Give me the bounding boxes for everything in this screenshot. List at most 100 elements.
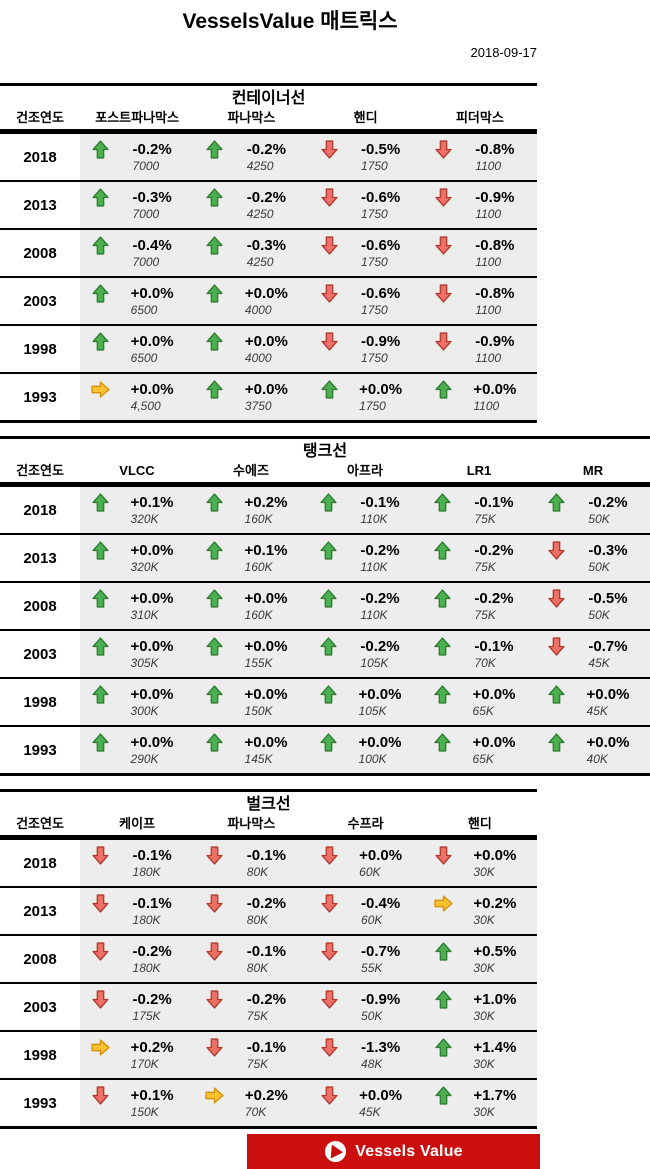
- cell-text: -0.6% 1750: [339, 188, 423, 223]
- vesselsvalue-banner[interactable]: Vessels Value: [247, 1134, 540, 1169]
- change-percent: -0.1%: [360, 493, 400, 511]
- data-cell: +0.2% 160K: [194, 487, 308, 533]
- cell-text: -0.9% 1100: [453, 332, 537, 367]
- row-cells: +0.0% 305K +0.0% 155K -0.2% 105K -0.1% 70K -0.7%…: [80, 631, 650, 677]
- change-percent: +0.0%: [359, 380, 403, 398]
- year-cell: 2008: [0, 936, 80, 982]
- trend-up-icon: [320, 380, 339, 399]
- capacity-value: 75K: [246, 1008, 269, 1023]
- data-cell: -0.2% 7000: [80, 134, 194, 180]
- year-cell: 2018: [0, 134, 80, 180]
- report-date: 2018-09-17: [470, 45, 538, 60]
- change-percent: -0.1%: [246, 1038, 286, 1056]
- year-cell: 1993: [0, 1080, 80, 1126]
- table-row: 2018 +0.1% 320K +0.2% 160K -0.1% 110K -0.1% 75K -…: [0, 485, 650, 533]
- cell-text: -0.2% 110K: [338, 541, 422, 576]
- data-cell: +0.0% 45K: [536, 679, 650, 725]
- trend-up-icon: [433, 589, 452, 608]
- trend-up-icon: [434, 1038, 453, 1057]
- capacity-value: 1750: [361, 302, 388, 317]
- percent-value-group: -0.7% 45K: [588, 637, 627, 671]
- percent-value-group: -0.1% 80K: [247, 846, 286, 880]
- data-cell: -0.9% 1100: [423, 182, 537, 228]
- column-header: 파나막스: [227, 110, 276, 125]
- percent-value-group: +0.2% 70K: [245, 1086, 288, 1120]
- change-percent: -0.8%: [475, 236, 515, 254]
- change-percent: +0.0%: [473, 846, 517, 864]
- percent-value-group: +0.0% 155K: [245, 637, 288, 671]
- capacity-value: 160K: [244, 559, 273, 574]
- percent-value-group: +0.0% 145K: [245, 733, 288, 767]
- trend-down-icon: [434, 332, 453, 351]
- capacity-value: 155K: [244, 655, 273, 670]
- change-percent: -0.9%: [361, 990, 401, 1008]
- percent-value-group: +0.0% 3750: [245, 380, 288, 414]
- percent-value-group: -0.1% 180K: [133, 846, 172, 880]
- cell-text: +0.0% 290K: [110, 733, 194, 768]
- change-percent: +0.0%: [473, 380, 517, 398]
- percent-value-group: -0.1% 75K: [474, 493, 513, 527]
- cell-text: +0.0% 6500: [110, 332, 194, 367]
- change-percent: -0.7%: [588, 637, 628, 655]
- capacity-value: 70K: [244, 1104, 267, 1119]
- data-cell: -0.1% 70K: [422, 631, 536, 677]
- cell-text: +0.0% 6500: [110, 284, 194, 319]
- cell-text: +0.1% 320K: [110, 493, 194, 528]
- capacity-value: 75K: [474, 559, 496, 574]
- cell-text: +0.0% 65K: [452, 733, 536, 768]
- capacity-value: 7000: [132, 254, 160, 269]
- percent-value-group: -0.4% 7000: [133, 236, 172, 270]
- year-cell: 2013: [0, 182, 80, 228]
- cell-text: -0.7% 45K: [566, 637, 650, 672]
- percent-value-group: -0.1% 110K: [360, 493, 399, 527]
- percent-value-group: -0.2% 110K: [360, 589, 399, 623]
- trend-up-icon: [433, 685, 452, 704]
- table-title: 컨테이너선: [231, 90, 306, 107]
- capacity-value: 30K: [473, 864, 495, 879]
- change-percent: -0.1%: [474, 493, 514, 511]
- trend-down-icon: [320, 188, 339, 207]
- cell-text: +0.5% 30K: [453, 942, 537, 977]
- year-cell: 1998: [0, 326, 80, 372]
- data-cell: +0.1% 150K: [80, 1080, 194, 1126]
- capacity-value: 110K: [360, 511, 388, 526]
- column-header: VLCC: [119, 463, 155, 478]
- trend-up-icon: [319, 637, 338, 656]
- cell-text: +0.0% 150K: [224, 685, 308, 720]
- cell-text: -0.9% 1750: [339, 332, 423, 367]
- cell-text: -0.8% 1100: [453, 284, 537, 319]
- cell-text: -0.2% 75K: [452, 589, 536, 624]
- capacity-value: 6500: [130, 350, 158, 365]
- capacity-value: 50K: [588, 559, 610, 574]
- data-cell: +0.0% 290K: [80, 727, 194, 773]
- cell-text: -0.2% 80K: [224, 894, 308, 929]
- year-column-header: 건조연도: [16, 816, 64, 831]
- capacity-value: 110K: [360, 559, 388, 574]
- capacity-value: 290K: [130, 751, 159, 766]
- capacity-value: 1100: [475, 158, 502, 173]
- percent-value-group: -0.2% 80K: [247, 894, 286, 928]
- data-cell: +0.1% 160K: [194, 535, 308, 581]
- trend-down-icon: [91, 894, 110, 913]
- cell-text: +0.2% 70K: [224, 1086, 308, 1121]
- data-cell: +0.5% 30K: [423, 936, 537, 982]
- data-cell: -0.3% 4250: [194, 230, 308, 276]
- year-column-header: 건조연도: [16, 110, 64, 125]
- percent-value-group: +0.2% 160K: [245, 493, 288, 527]
- cell-text: -0.2% 105K: [338, 637, 422, 672]
- capacity-value: 45K: [588, 655, 610, 670]
- data-cell: +1.4% 30K: [423, 1032, 537, 1078]
- change-percent: -0.4%: [132, 236, 172, 254]
- data-cell: -0.2% 4250: [194, 134, 308, 180]
- trend-up-icon: [91, 685, 110, 704]
- cell-text: -0.1% 70K: [452, 637, 536, 672]
- cell-text: -0.5% 50K: [566, 589, 650, 624]
- change-percent: +0.0%: [244, 733, 288, 751]
- change-percent: +0.2%: [244, 1086, 288, 1104]
- percent-value-group: -0.9% 50K: [361, 990, 400, 1024]
- capacity-value: 45K: [586, 703, 608, 718]
- trend-up-icon: [205, 541, 224, 560]
- data-cell: -0.2% 180K: [80, 936, 194, 982]
- capacity-value: 75K: [474, 607, 496, 622]
- capacity-value: 300K: [130, 703, 159, 718]
